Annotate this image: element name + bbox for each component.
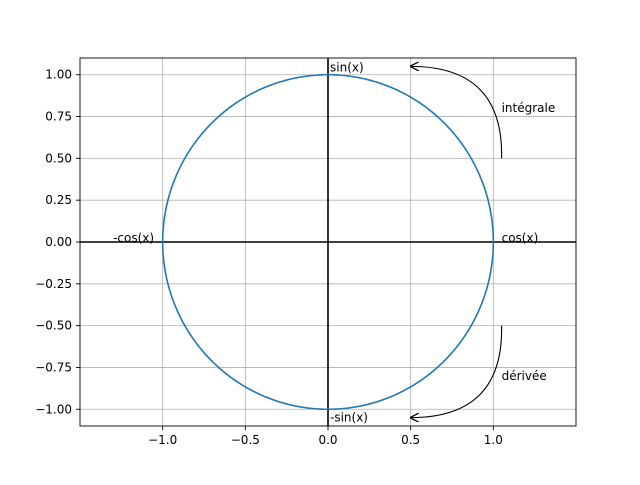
y-tick-label: −0.50	[35, 319, 72, 333]
x-tick-label: 0.0	[318, 433, 337, 447]
x-tick-label: −1.0	[148, 433, 177, 447]
y-tick-label: 1.00	[45, 68, 72, 82]
x-tick-label: −0.5	[231, 433, 260, 447]
y-tick-label: 0.25	[45, 193, 72, 207]
integrale-arrow	[411, 66, 503, 159]
derivee-arrow	[411, 325, 503, 418]
annotation-neg-sin: -sin(x)	[330, 411, 368, 425]
y-tick-label: 0.50	[45, 151, 72, 165]
annotation-sin: sin(x)	[330, 60, 364, 74]
annotation-neg-cos: -cos(x)	[113, 231, 154, 245]
annotation-integrale: intégrale	[502, 101, 556, 115]
y-tick-label: 0.75	[45, 110, 72, 124]
series-unit-circle	[161, 73, 495, 411]
annotation-cos: cos(x)	[502, 231, 539, 245]
y-tick-label: −1.00	[35, 402, 72, 416]
x-tick-label: 0.5	[401, 433, 420, 447]
y-tick-label: −0.75	[35, 360, 72, 374]
annotations: sin(x) cos(x) -sin(x) -cos(x) intégrale dériv…	[113, 60, 555, 424]
x-tick-label: 1.0	[484, 433, 503, 447]
annotation-derivee: dérivée	[502, 369, 547, 383]
y-tick-label: −0.25	[35, 277, 72, 291]
y-tick-label: 0.00	[45, 235, 72, 249]
ticks: −1.0 −0.5 0.0 0.5 1.0 1.00 0.75 0.50 0.25 0.00 −0.…	[35, 68, 503, 447]
series-layer	[161, 73, 495, 411]
